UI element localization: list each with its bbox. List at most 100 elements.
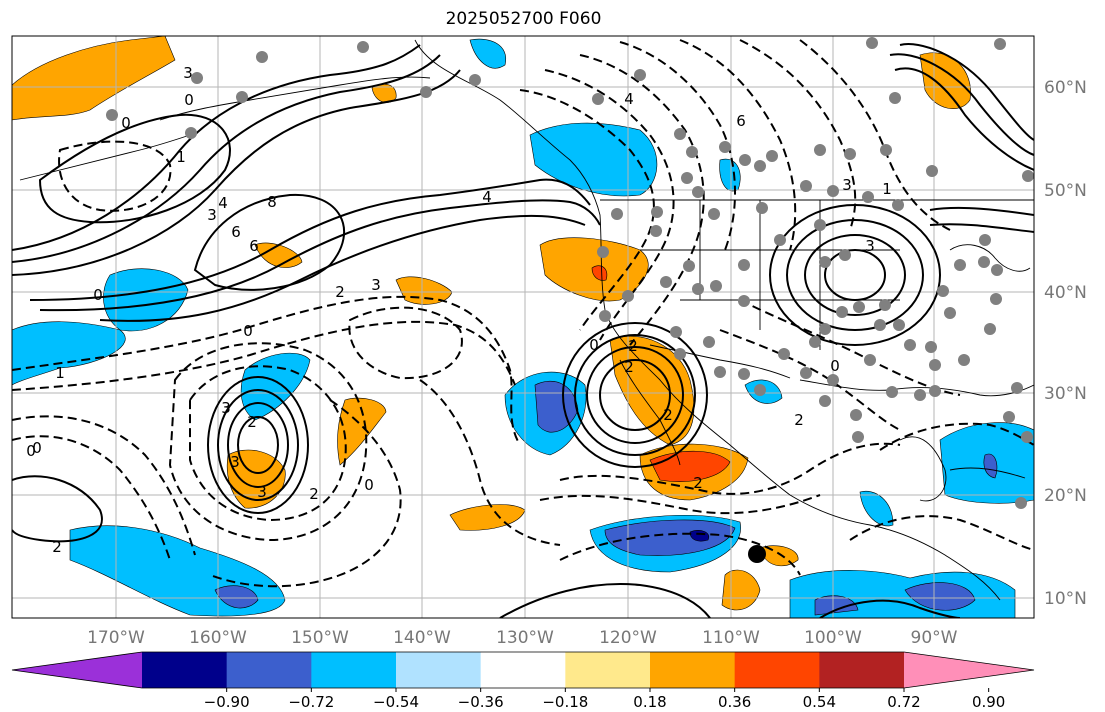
positive-anomaly-area: [254, 242, 303, 268]
contour-label: 6: [249, 237, 259, 255]
latitude-label: 30°N: [1044, 384, 1087, 404]
station-dot: [978, 256, 990, 268]
station-dot: [929, 385, 941, 397]
contour-line: [519, 89, 655, 331]
contour-line: [38, 113, 231, 224]
contour-label: 4: [624, 90, 634, 108]
station-dot: [674, 348, 686, 360]
station-dot: [660, 276, 672, 288]
station-dot: [754, 160, 766, 172]
contour-label: 4: [218, 194, 228, 212]
colorbar-segment: [819, 652, 905, 688]
colorbar-tick-label: −0.90: [204, 693, 250, 711]
contour-ring: [599, 359, 671, 431]
contour-label: 2: [663, 406, 673, 424]
colorbar-segment: [311, 652, 397, 688]
contour-label: 4: [482, 188, 492, 206]
negative-anomaly-area: [859, 490, 894, 527]
station-dot: [774, 234, 786, 246]
station-dot: [756, 202, 768, 214]
contour-ring: [237, 416, 279, 474]
dashed-contours: [12, 39, 1034, 588]
contour-label: 0: [830, 357, 840, 375]
contour-line: [619, 41, 736, 251]
colorbar-max-extension: [904, 652, 1034, 688]
colorbar-min-extension: [12, 652, 142, 688]
contour-ring: [227, 402, 289, 488]
station-dot: [686, 146, 698, 158]
station-dot: [754, 384, 766, 396]
contour-line: [894, 67, 1034, 171]
station-dot: [703, 336, 715, 348]
latitude-label: 60°N: [1044, 78, 1087, 98]
contour-label: 0: [243, 322, 253, 340]
contour-label: 2: [335, 283, 345, 301]
station-dot: [710, 280, 722, 292]
contour-label: 2: [309, 485, 319, 503]
station-dot: [889, 92, 901, 104]
contour-ring: [207, 376, 309, 514]
station-dot: [979, 234, 991, 246]
longitude-label: 170°W: [87, 628, 145, 648]
colorbar-tick-label: 0.18: [633, 693, 666, 711]
contour-line: [209, 399, 402, 588]
station-dot: [874, 319, 886, 331]
contour-line: [499, 583, 711, 618]
contour-label: 2: [624, 358, 634, 376]
contour-label: 1: [55, 364, 65, 382]
contour-label: 2: [52, 538, 62, 556]
contour-label: 0: [32, 439, 42, 457]
station-dot: [185, 127, 197, 139]
contour-line: [559, 532, 801, 576]
contour-label: 3: [207, 206, 217, 224]
colorbar-tick-label: −0.54: [373, 693, 419, 711]
contour-line: [29, 178, 591, 301]
yucatan-coast: [899, 436, 947, 502]
station-dot: [929, 359, 941, 371]
colorbar-tick-label: 0.72: [887, 693, 920, 711]
station-dot: [739, 154, 751, 166]
station-dot: [819, 395, 831, 407]
contour-ring: [217, 389, 299, 501]
station-dot: [862, 191, 874, 203]
contour-ring: [824, 249, 886, 301]
station-dot: [850, 409, 862, 421]
negative-anomaly-core: [904, 582, 976, 611]
station-dot: [650, 225, 662, 237]
station-dot: [692, 186, 704, 198]
station-dot: [852, 431, 864, 443]
colorbar-tick-label: 0.36: [718, 693, 751, 711]
contour-line: [929, 223, 1034, 233]
station-dot: [990, 293, 1002, 305]
north-america-coast: [414, 39, 1001, 601]
station-dot: [991, 264, 1003, 276]
colorbar-segment: [396, 652, 482, 688]
contour-line: [12, 295, 521, 446]
positive-anomaly-area: [609, 335, 695, 446]
alaska-coast: [159, 76, 431, 121]
station-dot: [866, 37, 878, 49]
great-lakes-outline: [949, 244, 1031, 272]
station-dot: [809, 336, 821, 348]
contour-line: [544, 69, 675, 341]
colorbar-outline: [11, 651, 1035, 689]
station-dot: [1003, 411, 1015, 423]
contour-line: [12, 54, 441, 263]
colorbar-segment: [480, 652, 566, 688]
station-dot: [599, 310, 611, 322]
contour-label: 3: [230, 453, 240, 471]
station-dot: [839, 249, 851, 261]
contour-label: 3: [865, 237, 875, 255]
longitude-label: 150°W: [291, 628, 349, 648]
contour-line: [929, 206, 1034, 216]
contour-line: [739, 39, 857, 231]
contour-ring: [786, 219, 924, 331]
station-dot: [738, 368, 750, 380]
latitude-label: 40°N: [1044, 283, 1087, 303]
station-dot: [914, 389, 926, 401]
station-dot: [106, 109, 118, 121]
station-dot: [357, 41, 369, 53]
station-dot: [738, 295, 750, 307]
station-dot: [814, 219, 826, 231]
